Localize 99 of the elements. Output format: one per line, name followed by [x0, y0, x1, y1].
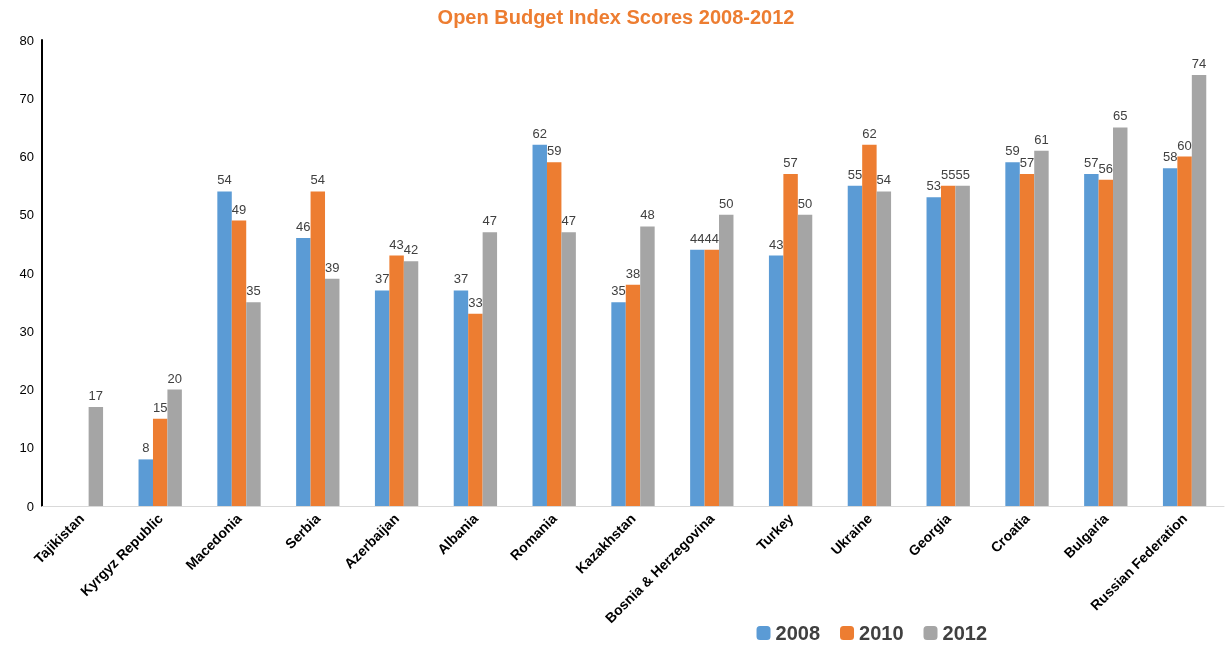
data-label: 65 — [1113, 108, 1128, 124]
y-tick-label: 40 — [19, 265, 34, 281]
data-label: 59 — [546, 143, 562, 159]
bar — [1113, 127, 1128, 506]
bar — [453, 290, 469, 506]
bar — [1005, 162, 1020, 506]
data-label: 8 — [142, 440, 150, 456]
bar — [310, 191, 326, 506]
data-label: 55 — [940, 166, 956, 182]
y-tick-label: 50 — [19, 207, 34, 223]
data-label: 43 — [389, 236, 404, 252]
data-label: 47 — [561, 213, 576, 229]
data-label: 59 — [1005, 143, 1020, 159]
data-label: 57 — [1084, 154, 1099, 170]
data-label: 44 — [704, 230, 720, 246]
legend-label: 2012 — [942, 622, 988, 644]
bar — [374, 290, 390, 506]
bar — [403, 261, 419, 506]
data-label: 57 — [783, 154, 798, 170]
data-label: 38 — [625, 265, 641, 281]
data-label: 53 — [926, 178, 941, 194]
bar — [926, 197, 941, 506]
bar — [797, 214, 813, 506]
data-label: 54 — [876, 172, 892, 188]
bar — [625, 284, 641, 506]
bar — [138, 459, 153, 506]
data-label: 57 — [1019, 154, 1035, 170]
y-tick-label: 30 — [19, 323, 34, 339]
y-tick-label: 60 — [19, 149, 34, 164]
data-label: 20 — [167, 370, 182, 386]
bar — [611, 302, 626, 506]
bar — [704, 249, 720, 506]
bar — [1034, 150, 1049, 506]
bar — [1191, 74, 1207, 506]
bar — [231, 220, 247, 506]
data-label: 47 — [482, 213, 498, 229]
data-label: 15 — [152, 399, 168, 415]
data-label: 62 — [532, 125, 547, 141]
data-label: 35 — [246, 283, 261, 299]
data-label: 33 — [468, 294, 483, 310]
data-label: 54 — [310, 172, 326, 188]
legend-label: 2010 — [859, 622, 904, 644]
data-label: 50 — [797, 195, 813, 211]
data-label: 56 — [1098, 160, 1114, 176]
data-label: 62 — [862, 125, 877, 141]
data-label: 74 — [1191, 55, 1207, 71]
bar — [325, 278, 340, 506]
bar — [1162, 168, 1178, 506]
y-tick-label: 80 — [19, 32, 34, 48]
data-label: 42 — [403, 242, 419, 258]
bar — [532, 144, 547, 506]
data-label: 39 — [325, 259, 340, 275]
bar — [862, 144, 877, 506]
bar — [546, 162, 562, 506]
bar — [1019, 173, 1035, 506]
bar — [1098, 179, 1114, 506]
data-label: 37 — [453, 271, 469, 287]
data-label: 17 — [88, 387, 104, 403]
data-label: 49 — [231, 201, 247, 217]
data-label: 61 — [1034, 131, 1049, 147]
bar — [88, 406, 104, 506]
data-label: 43 — [768, 236, 784, 252]
bar — [1084, 173, 1099, 506]
data-label: 37 — [374, 271, 390, 287]
bar — [768, 255, 784, 506]
data-label: 50 — [719, 195, 734, 211]
bar — [167, 389, 182, 506]
bar — [296, 238, 311, 506]
data-label: 46 — [296, 219, 311, 235]
bar — [847, 185, 863, 506]
data-label: 44 — [690, 230, 705, 246]
bar — [690, 249, 705, 506]
bar — [389, 255, 404, 506]
y-tick-label: 0 — [26, 498, 34, 514]
data-label: 60 — [1177, 137, 1192, 153]
data-label: 48 — [640, 207, 655, 223]
y-tick-label: 70 — [19, 90, 34, 106]
data-label: 55 — [847, 166, 863, 182]
bar — [468, 313, 483, 506]
bar — [217, 191, 232, 506]
y-tick-label: 20 — [19, 382, 34, 397]
legend-label: 2008 — [775, 622, 821, 644]
data-label: 55 — [955, 166, 970, 182]
bar — [640, 226, 655, 506]
bar — [955, 185, 970, 506]
bar — [1177, 156, 1192, 506]
chart-title: Open Budget Index Scores 2008-2012 — [437, 6, 795, 28]
bar — [783, 173, 798, 506]
y-tick-label: 10 — [19, 440, 34, 456]
bar — [940, 185, 956, 506]
data-label: 54 — [217, 172, 232, 188]
data-label: 35 — [611, 283, 626, 299]
bar — [152, 418, 168, 506]
bar — [482, 232, 498, 506]
bar — [719, 214, 734, 506]
bar — [876, 191, 892, 506]
bar — [561, 232, 576, 506]
bar — [246, 302, 261, 506]
data-label: 58 — [1162, 149, 1178, 165]
